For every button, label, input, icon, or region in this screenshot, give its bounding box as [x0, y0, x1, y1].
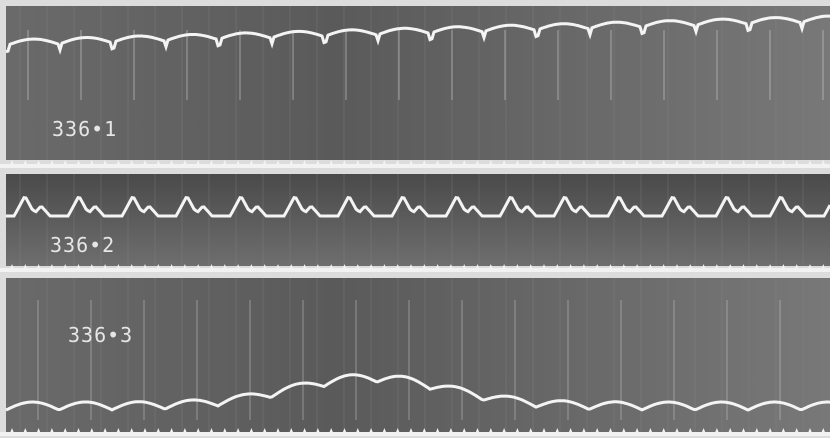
trace-label: 336•2 [50, 233, 115, 257]
oscilloscope-photo: 336•1 336•2 336•3 [0, 0, 830, 438]
trace-label: 336•3 [68, 323, 133, 347]
strip-2 [6, 174, 830, 266]
trace-label: 336•1 [52, 117, 117, 141]
strip-3 [6, 278, 830, 432]
